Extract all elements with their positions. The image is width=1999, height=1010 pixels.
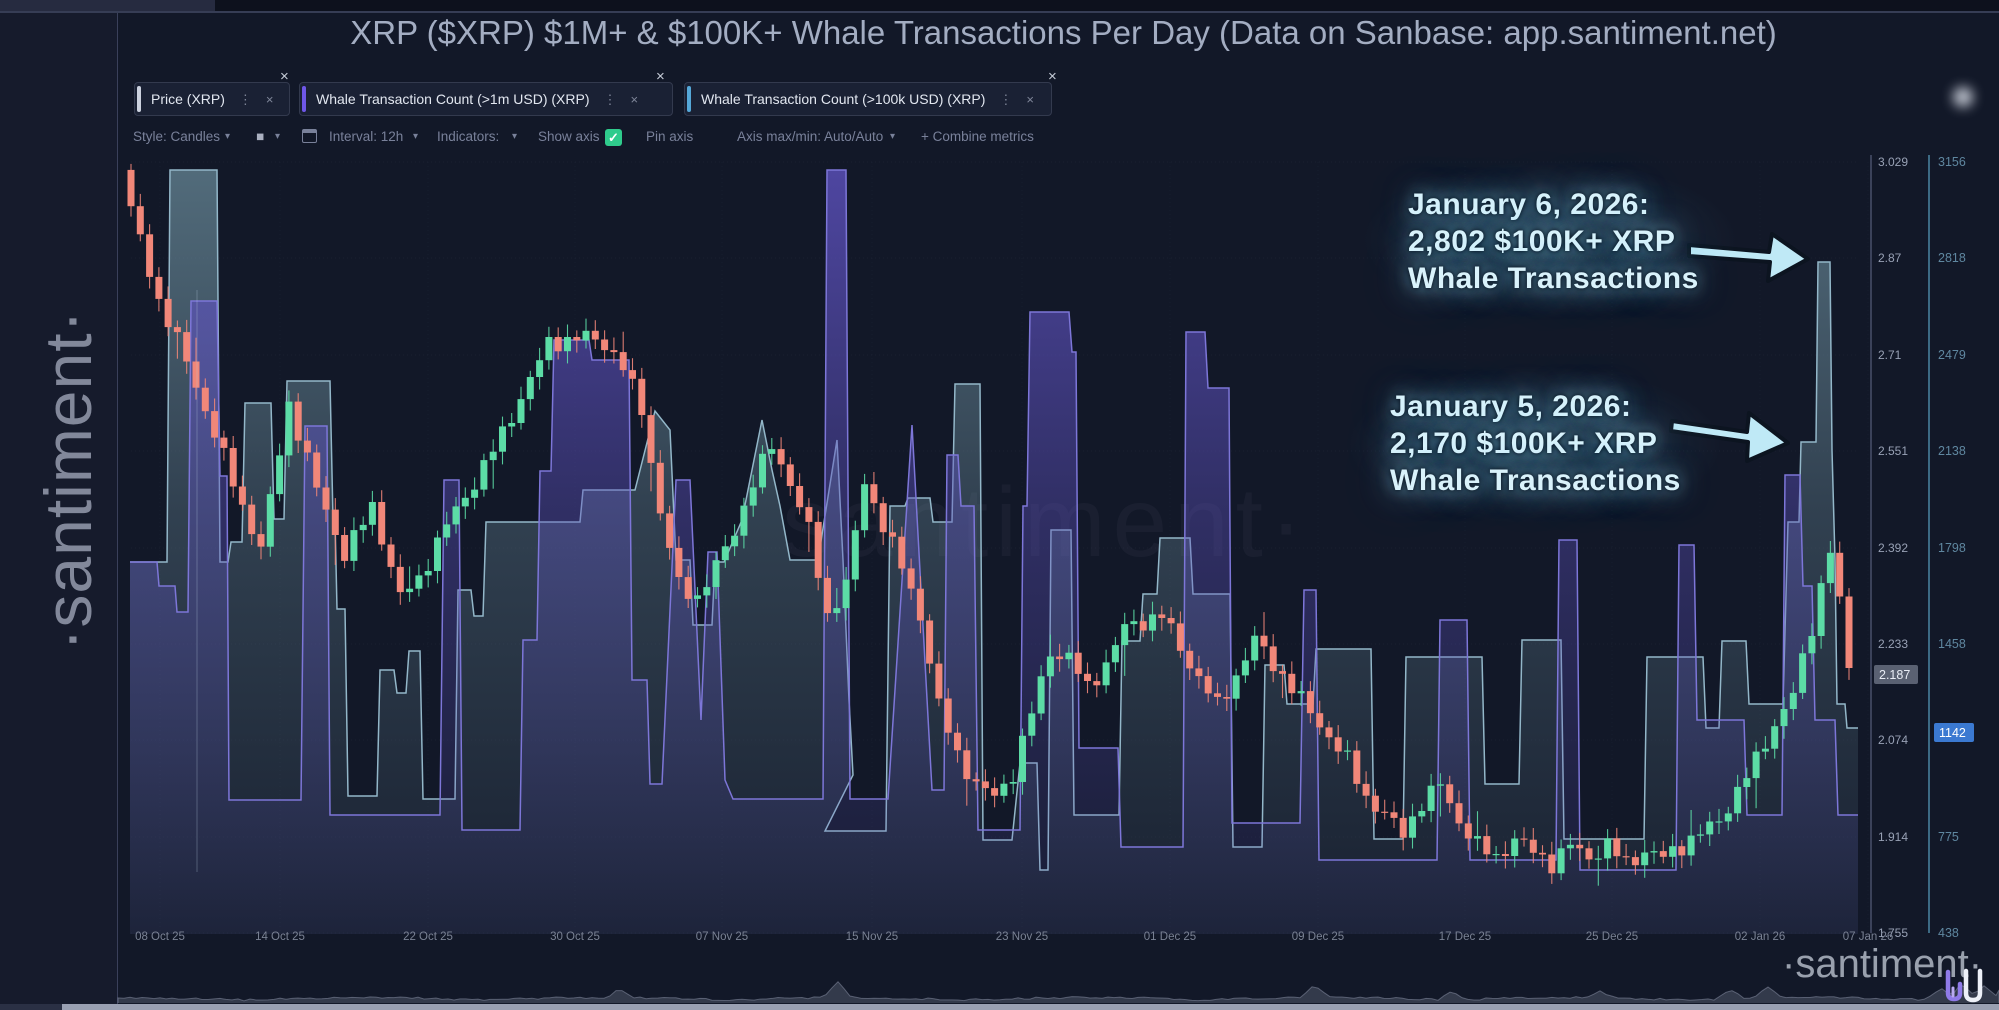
svg-text:17 Dec 25: 17 Dec 25 [1439, 931, 1491, 943]
svg-text:09 Dec 25: 09 Dec 25 [1292, 931, 1344, 943]
svg-text:2.71: 2.71 [1878, 348, 1902, 362]
svg-text:2.392: 2.392 [1878, 541, 1908, 555]
svg-text:3.029: 3.029 [1878, 155, 1908, 169]
svg-text:1798: 1798 [1938, 541, 1966, 555]
svg-text:3156: 3156 [1938, 155, 1966, 169]
svg-text:1.914: 1.914 [1878, 830, 1908, 844]
svg-text:1.755: 1.755 [1878, 926, 1908, 940]
svg-text:22 Oct 25: 22 Oct 25 [403, 931, 453, 943]
svg-text:07 Nov 25: 07 Nov 25 [696, 931, 748, 943]
svg-text:15 Nov 25: 15 Nov 25 [846, 931, 898, 943]
svg-text:14 Oct 25: 14 Oct 25 [255, 931, 305, 943]
svg-text:2138: 2138 [1938, 444, 1966, 458]
svg-text:2.187: 2.187 [1879, 668, 1910, 682]
svg-text:2.87: 2.87 [1878, 251, 1902, 265]
svg-text:2479: 2479 [1938, 348, 1966, 362]
svg-text:2818: 2818 [1938, 251, 1966, 265]
svg-text:2.074: 2.074 [1878, 733, 1908, 747]
svg-text:1142: 1142 [1939, 726, 1966, 740]
svg-text:1458: 1458 [1938, 637, 1966, 651]
svg-text:2.551: 2.551 [1878, 444, 1908, 458]
svg-text:08 Oct 25: 08 Oct 25 [135, 931, 185, 943]
svg-text:01 Dec 25: 01 Dec 25 [1144, 931, 1196, 943]
svg-text:23 Nov 25: 23 Nov 25 [996, 931, 1048, 943]
svg-text:30 Oct 25: 30 Oct 25 [550, 931, 600, 943]
svg-text:07 Jan 26: 07 Jan 26 [1843, 931, 1894, 943]
svg-text:25 Dec 25: 25 Dec 25 [1586, 931, 1638, 943]
svg-text:438: 438 [1938, 926, 1959, 940]
svg-text:2.233: 2.233 [1878, 637, 1908, 651]
svg-text:775: 775 [1938, 830, 1959, 844]
svg-text:02 Jan 26: 02 Jan 26 [1735, 931, 1786, 943]
